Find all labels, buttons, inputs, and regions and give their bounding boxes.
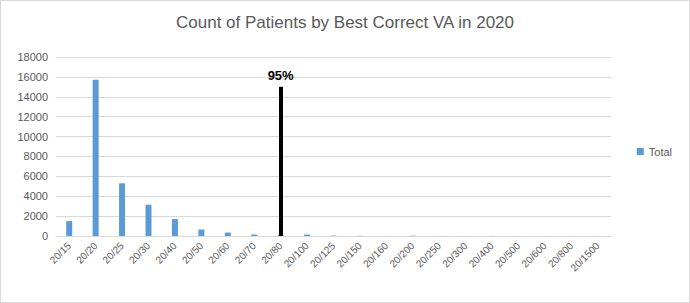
svg-text:20/200: 20/200	[387, 240, 417, 270]
svg-text:20/100: 20/100	[282, 240, 312, 270]
svg-text:6000: 6000	[24, 170, 48, 182]
svg-text:2000: 2000	[24, 210, 48, 222]
svg-text:20/30: 20/30	[127, 240, 153, 266]
svg-text:20/500: 20/500	[493, 240, 523, 270]
svg-text:Total: Total	[649, 146, 672, 158]
svg-text:4000: 4000	[24, 190, 48, 202]
svg-text:20/300: 20/300	[440, 240, 470, 270]
svg-text:14000: 14000	[17, 91, 48, 103]
svg-text:20/1500: 20/1500	[568, 240, 602, 274]
svg-text:95%: 95%	[268, 68, 294, 83]
svg-text:Count of Patients by Best Corr: Count of Patients by Best Correct VA in …	[176, 13, 514, 32]
svg-text:20/70: 20/70	[233, 240, 259, 266]
svg-text:18000: 18000	[17, 51, 48, 63]
svg-text:8000: 8000	[24, 150, 48, 162]
svg-text:20/800: 20/800	[545, 240, 576, 270]
svg-text:0: 0	[42, 230, 48, 242]
svg-text:20/25: 20/25	[101, 240, 127, 266]
svg-text:16000: 16000	[17, 71, 48, 83]
svg-text:20/20: 20/20	[74, 240, 100, 266]
svg-text:20/600: 20/600	[519, 240, 549, 270]
svg-text:20/60: 20/60	[206, 240, 232, 266]
svg-text:20/250: 20/250	[414, 240, 444, 270]
svg-text:20/40: 20/40	[153, 240, 179, 266]
svg-text:20/400: 20/400	[467, 240, 497, 270]
svg-text:20/50: 20/50	[180, 240, 206, 266]
svg-text:10000: 10000	[17, 131, 48, 143]
svg-text:20/150: 20/150	[334, 240, 364, 270]
svg-text:20/160: 20/160	[361, 240, 391, 270]
svg-text:20/80: 20/80	[259, 240, 285, 266]
svg-text:20/15: 20/15	[48, 240, 74, 266]
svg-text:12000: 12000	[17, 111, 48, 123]
svg-text:20/125: 20/125	[308, 240, 338, 270]
